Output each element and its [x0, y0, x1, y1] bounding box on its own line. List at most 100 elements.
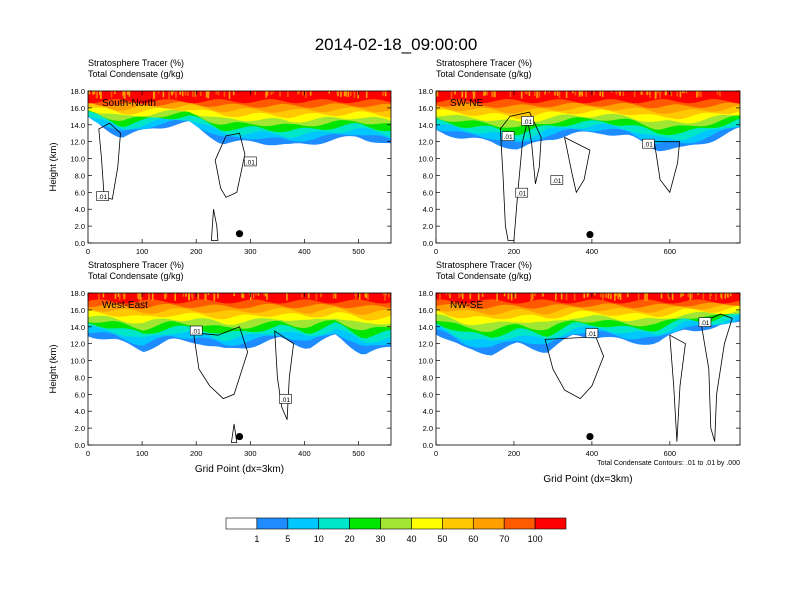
- tracer-spike: [204, 293, 207, 301]
- y-tick-label: 2.0: [75, 222, 85, 231]
- tracer-spike: [248, 293, 251, 296]
- x-axis-title: Grid Point (dx=3km): [543, 474, 632, 485]
- tracer-spike: [162, 91, 165, 98]
- condensate-contours: [193, 326, 295, 443]
- tracer-spike: [309, 91, 312, 96]
- x-tick-label: 0: [434, 247, 438, 256]
- tracer-spike: [528, 91, 531, 96]
- tracer-spike: [99, 91, 101, 96]
- tracer-spike: [668, 293, 670, 300]
- tracer-spike: [644, 293, 646, 301]
- tracer-spike: [448, 293, 450, 296]
- tracer-spike: [565, 91, 568, 98]
- contour-label-box: [642, 138, 655, 149]
- tracer-spike: [649, 91, 651, 98]
- tracer-spike: [350, 91, 352, 96]
- y-tick-label: 10.0: [418, 155, 433, 164]
- y-tick-label: 10.0: [418, 357, 433, 366]
- x-tick-label: 400: [298, 247, 311, 256]
- tracer-spike: [250, 293, 252, 301]
- tracer-spike: [207, 293, 210, 296]
- tracer-spike: [191, 293, 194, 300]
- tracer-spike: [633, 91, 636, 98]
- x-tick-label: 100: [136, 449, 149, 458]
- tracer-spike: [215, 91, 218, 95]
- tracer-spike: [257, 293, 260, 296]
- tracer-spike: [607, 293, 610, 299]
- tracer-spike: [153, 91, 155, 99]
- tracer-spike: [700, 91, 702, 98]
- condensate-contours: [544, 313, 733, 442]
- tracer-spike: [682, 91, 684, 94]
- field-label: Stratosphere Tracer (%): [88, 260, 184, 270]
- y-tick-label: 4.0: [423, 407, 433, 416]
- tracer-spike: [253, 293, 255, 299]
- tracer-field: [436, 293, 740, 445]
- y-tick-label: 12.0: [70, 340, 85, 349]
- tracer-spike: [93, 91, 96, 94]
- contour-line: [230, 423, 238, 443]
- tracer-spike: [450, 91, 453, 99]
- tracer-spike: [358, 293, 361, 300]
- panel-frame: [87, 90, 392, 244]
- tracer-spike: [729, 293, 732, 297]
- tracer-spike: [307, 293, 310, 299]
- location-marker: [235, 230, 244, 238]
- tracer-spike: [124, 293, 126, 299]
- tracer-spike: [138, 293, 140, 300]
- tracer-spike: [572, 91, 574, 94]
- y-tick-label: 18.0: [70, 87, 85, 96]
- figure-title: 2014-02-18_09:00:00: [315, 35, 478, 54]
- tracer-spike: [147, 293, 150, 296]
- x-tick-label: 300: [244, 247, 257, 256]
- x-tick-label: 500: [352, 449, 365, 458]
- tracer-spike: [233, 293, 235, 296]
- x-tick-label: 0: [86, 247, 90, 256]
- tracer-spike: [207, 91, 210, 95]
- x-tick-label: 400: [586, 247, 599, 256]
- panel-frame: [435, 90, 741, 244]
- contour-line: [214, 132, 246, 198]
- tracer-spike: [534, 91, 536, 96]
- y-tick-label: 8.0: [75, 171, 85, 180]
- tracer-spike: [382, 91, 384, 96]
- tracer-spike: [578, 91, 581, 97]
- contour-label: .01: [552, 178, 561, 185]
- y-tick-label: 18.0: [70, 289, 85, 298]
- tracer-spike: [367, 293, 369, 296]
- tracer-spike: [110, 91, 113, 98]
- tracer-spike: [593, 91, 595, 96]
- tracer-spike: [332, 293, 335, 299]
- y-tick-label: 6.0: [423, 188, 433, 197]
- tracer-spike: [465, 91, 467, 99]
- tracer-spike: [382, 293, 385, 296]
- tracer-spike: [461, 91, 464, 98]
- tracer-spike: [123, 91, 126, 94]
- tracer-spike: [615, 293, 617, 297]
- contour-label-box: [515, 187, 529, 198]
- y-tick-label: 18.0: [418, 289, 433, 298]
- tracer-spike: [683, 91, 686, 94]
- colorbar-label: 1: [254, 534, 259, 544]
- x-tick-label: 400: [586, 449, 599, 458]
- tracer-spike: [619, 293, 622, 300]
- tracer-spike: [481, 293, 484, 297]
- tracer-spike: [691, 293, 693, 299]
- y-tick-label: 0.0: [423, 441, 433, 450]
- tracer-spike: [173, 91, 175, 94]
- colorbar-label: 40: [406, 534, 416, 544]
- tracer-spike: [484, 91, 487, 96]
- tracer-spike: [122, 91, 124, 96]
- tracer-spike: [213, 293, 216, 301]
- tracer-spike: [223, 91, 226, 97]
- colorbar-box: [287, 517, 320, 530]
- condensate-contours: [98, 122, 246, 241]
- colorbar-box: [349, 517, 381, 530]
- tracer-spike: [544, 91, 546, 95]
- tracer-spike: [520, 91, 523, 99]
- tracer-spike: [507, 293, 510, 300]
- tracer-spike: [477, 293, 480, 300]
- contour-label-box: [501, 131, 515, 141]
- y-axis-title: Height (km): [48, 142, 59, 191]
- x-tick-label: 100: [136, 247, 149, 256]
